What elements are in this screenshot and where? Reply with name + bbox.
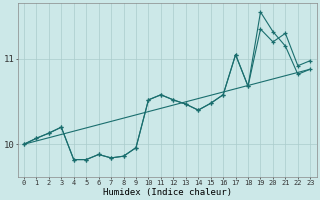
X-axis label: Humidex (Indice chaleur): Humidex (Indice chaleur) [103, 188, 232, 197]
